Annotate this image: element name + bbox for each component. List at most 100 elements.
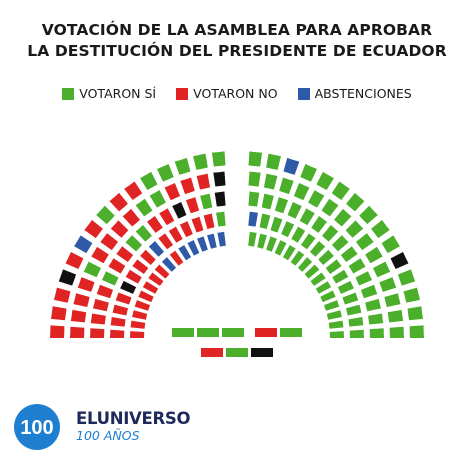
seat-right-row5-10 — [381, 235, 400, 254]
legend-label-si: VOTARON SÍ — [79, 86, 157, 101]
seat-left-row4-3 — [73, 293, 90, 307]
seat-right-row1-9 — [310, 272, 326, 286]
legend-swatch-si — [62, 87, 75, 100]
seat-right-row5-14 — [407, 306, 424, 321]
seat-center-row2-3 — [251, 348, 273, 357]
legend-item-abstenciones: ABSTENCIONES — [297, 86, 412, 101]
seat-left-row3-14 — [200, 193, 213, 210]
seat-right-row2-9 — [325, 259, 342, 274]
seat-left-row1-13 — [197, 236, 208, 252]
seat-left-row3-13 — [185, 197, 200, 214]
seat-left-row1-3 — [132, 310, 148, 320]
seat-left-row3-1 — [90, 328, 105, 338]
chart-title-line-1: VOTACIÓN DE LA ASAMBLEA PARA APROBAR — [41, 21, 433, 39]
seat-left-row5-11 — [140, 171, 158, 191]
seat-left-row4-14 — [196, 173, 211, 190]
seat-right-row1-7 — [297, 257, 313, 272]
seat-left-row1-2 — [130, 320, 146, 329]
seat-right-row1-15 — [329, 331, 344, 338]
seat-right-row3-14 — [368, 313, 384, 325]
seat-right-row3-5 — [299, 208, 315, 226]
seat-right-row2-7 — [310, 241, 326, 257]
legend-item-si: VOTARON SÍ — [62, 86, 156, 101]
seat-left-row1-7 — [148, 272, 164, 286]
seat-right-row4-4 — [293, 182, 310, 201]
seat-right-row5-13 — [403, 287, 421, 303]
seat-left-row4-11 — [149, 190, 166, 208]
seat-right-row4-5 — [308, 190, 325, 208]
seat-left-row5-12 — [156, 163, 174, 182]
seat-left-row4-6 — [91, 246, 109, 264]
seat-center-row1-1 — [172, 328, 194, 337]
seat-right-row1-14 — [328, 320, 344, 329]
seat-right-row2-10 — [332, 269, 349, 284]
seat-right-row1-10 — [315, 281, 332, 294]
seat-right-row4-14 — [387, 309, 404, 323]
seat-left-row2-4 — [115, 292, 132, 305]
seat-left-row3-11 — [159, 208, 175, 226]
seat-left-row3-5 — [101, 271, 119, 286]
seat-right-row5-8 — [359, 205, 378, 225]
seat-right-row1-6 — [290, 250, 305, 266]
seat-left-row1-15 — [217, 231, 226, 247]
seat-right-row2-14 — [348, 317, 364, 327]
seat-left-row3-12 — [172, 202, 187, 219]
seat-left-row5-1 — [50, 325, 65, 338]
brand-subtitle: 100 AÑOS — [76, 428, 140, 443]
seat-right-row3-7 — [322, 224, 339, 242]
seat-center-row1-4 — [255, 328, 277, 337]
seat-left-row5-14 — [193, 153, 208, 170]
seat-left-row4-10 — [135, 198, 153, 217]
seat-left-row4-9 — [122, 208, 140, 227]
seat-left-row2-11 — [168, 226, 183, 243]
seat-right-row5-5 — [316, 171, 334, 191]
seat-left-row5-3 — [53, 287, 71, 303]
seat-left-row4-15 — [213, 171, 226, 187]
brand-text: ELUNIVERSO 100 AÑOS — [76, 410, 191, 444]
hemicycle-chart — [50, 151, 424, 357]
seat-left-row5-8 — [96, 205, 115, 225]
seat-center-row2-1 — [201, 348, 223, 357]
seat-left-row2-13 — [191, 216, 204, 233]
brand-badge-text: 100 — [20, 417, 53, 439]
seat-left-row2-1 — [110, 329, 125, 338]
seat-left-row5-4 — [58, 269, 77, 286]
seat-right-row1-12 — [323, 300, 340, 311]
seat-left-row4-2 — [70, 309, 87, 323]
seat-center-row1-2 — [197, 328, 219, 337]
chart-title-line-2: LA DESTITUCIÓN DEL PRESIDENTE DE ECUADOR — [27, 42, 447, 60]
seat-right-row5-9 — [371, 219, 390, 239]
brand-logo: 100 ELUNIVERSO 100 AÑOS — [12, 402, 191, 452]
seat-right-row4-3 — [279, 177, 294, 195]
seat-right-row4-2 — [263, 173, 278, 190]
seat-left-row5-7 — [84, 219, 103, 239]
seat-right-row5-6 — [331, 181, 350, 201]
seat-right-row2-5 — [291, 226, 306, 243]
seat-right-row5-1 — [248, 151, 263, 167]
seat-left-row1-12 — [187, 240, 200, 256]
seat-left-row4-7 — [100, 233, 118, 251]
seat-right-row1-5 — [282, 244, 296, 261]
seat-left-row4-13 — [180, 177, 195, 195]
seat-left-row5-15 — [211, 151, 226, 167]
seat-right-row1-4 — [274, 240, 287, 256]
seat-right-row3-9 — [340, 246, 358, 263]
seat-right-row1-13 — [326, 310, 342, 320]
seat-right-row4-6 — [321, 198, 339, 217]
seat-right-row5-7 — [346, 192, 365, 212]
seat-left-row1-4 — [134, 300, 151, 311]
seat-right-row2-6 — [300, 233, 316, 250]
seat-left-row1-14 — [207, 233, 217, 249]
seat-right-row2-3 — [270, 216, 283, 233]
seat-right-row3-2 — [261, 193, 274, 210]
seat-left-row1-6 — [142, 281, 159, 294]
seat-left-row5-5 — [65, 251, 84, 269]
seat-right-row2-13 — [346, 304, 362, 316]
seat-left-row2-2 — [110, 317, 126, 327]
seat-left-row2-8 — [140, 249, 156, 265]
seat-left-row1-8 — [154, 264, 170, 279]
seat-right-row1-3 — [266, 236, 277, 252]
seat-left-row5-2 — [50, 306, 67, 321]
seat-right-row3-11 — [355, 271, 373, 286]
seat-right-row4-11 — [373, 261, 391, 278]
